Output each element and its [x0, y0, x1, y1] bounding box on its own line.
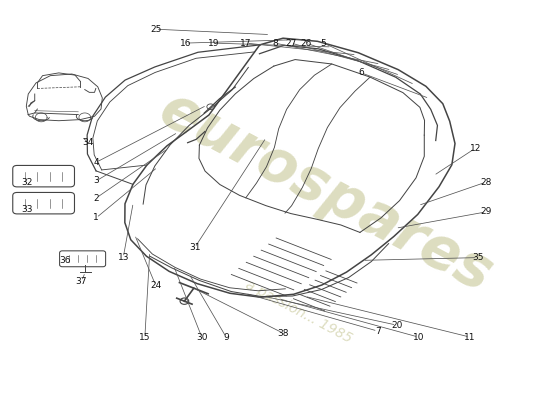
Text: 12: 12 — [470, 144, 481, 153]
Text: 5: 5 — [321, 38, 326, 48]
Text: 36: 36 — [59, 256, 71, 265]
Text: 32: 32 — [21, 178, 32, 187]
Text: 2: 2 — [94, 194, 99, 202]
Text: eurospares: eurospares — [150, 80, 503, 304]
FancyBboxPatch shape — [13, 166, 74, 187]
Text: 37: 37 — [76, 277, 87, 286]
Text: 28: 28 — [480, 178, 492, 187]
Text: 1: 1 — [94, 213, 99, 222]
Text: 10: 10 — [412, 332, 424, 342]
Text: 26: 26 — [300, 38, 312, 48]
Text: 29: 29 — [480, 208, 492, 216]
Text: 35: 35 — [472, 253, 483, 262]
Text: 30: 30 — [196, 332, 207, 342]
FancyBboxPatch shape — [13, 192, 74, 214]
Text: 4: 4 — [94, 158, 99, 167]
Text: a passion... 1985: a passion... 1985 — [244, 277, 355, 345]
Text: 15: 15 — [139, 332, 151, 342]
Text: 27: 27 — [285, 38, 297, 48]
Text: 24: 24 — [150, 281, 161, 290]
Text: 13: 13 — [118, 253, 129, 262]
Text: 38: 38 — [277, 328, 289, 338]
Text: 17: 17 — [240, 38, 252, 48]
Text: 19: 19 — [208, 38, 220, 48]
Text: 20: 20 — [391, 321, 403, 330]
Text: 8: 8 — [272, 38, 278, 48]
Text: 7: 7 — [375, 326, 381, 336]
FancyBboxPatch shape — [59, 251, 106, 267]
Text: 3: 3 — [94, 176, 99, 186]
Text: 11: 11 — [464, 332, 476, 342]
Text: 33: 33 — [21, 206, 32, 214]
Text: 9: 9 — [223, 332, 229, 342]
Text: 34: 34 — [82, 138, 94, 147]
Text: 6: 6 — [359, 68, 364, 77]
Text: 25: 25 — [150, 25, 161, 34]
Text: 16: 16 — [180, 38, 191, 48]
Text: 31: 31 — [189, 243, 200, 252]
